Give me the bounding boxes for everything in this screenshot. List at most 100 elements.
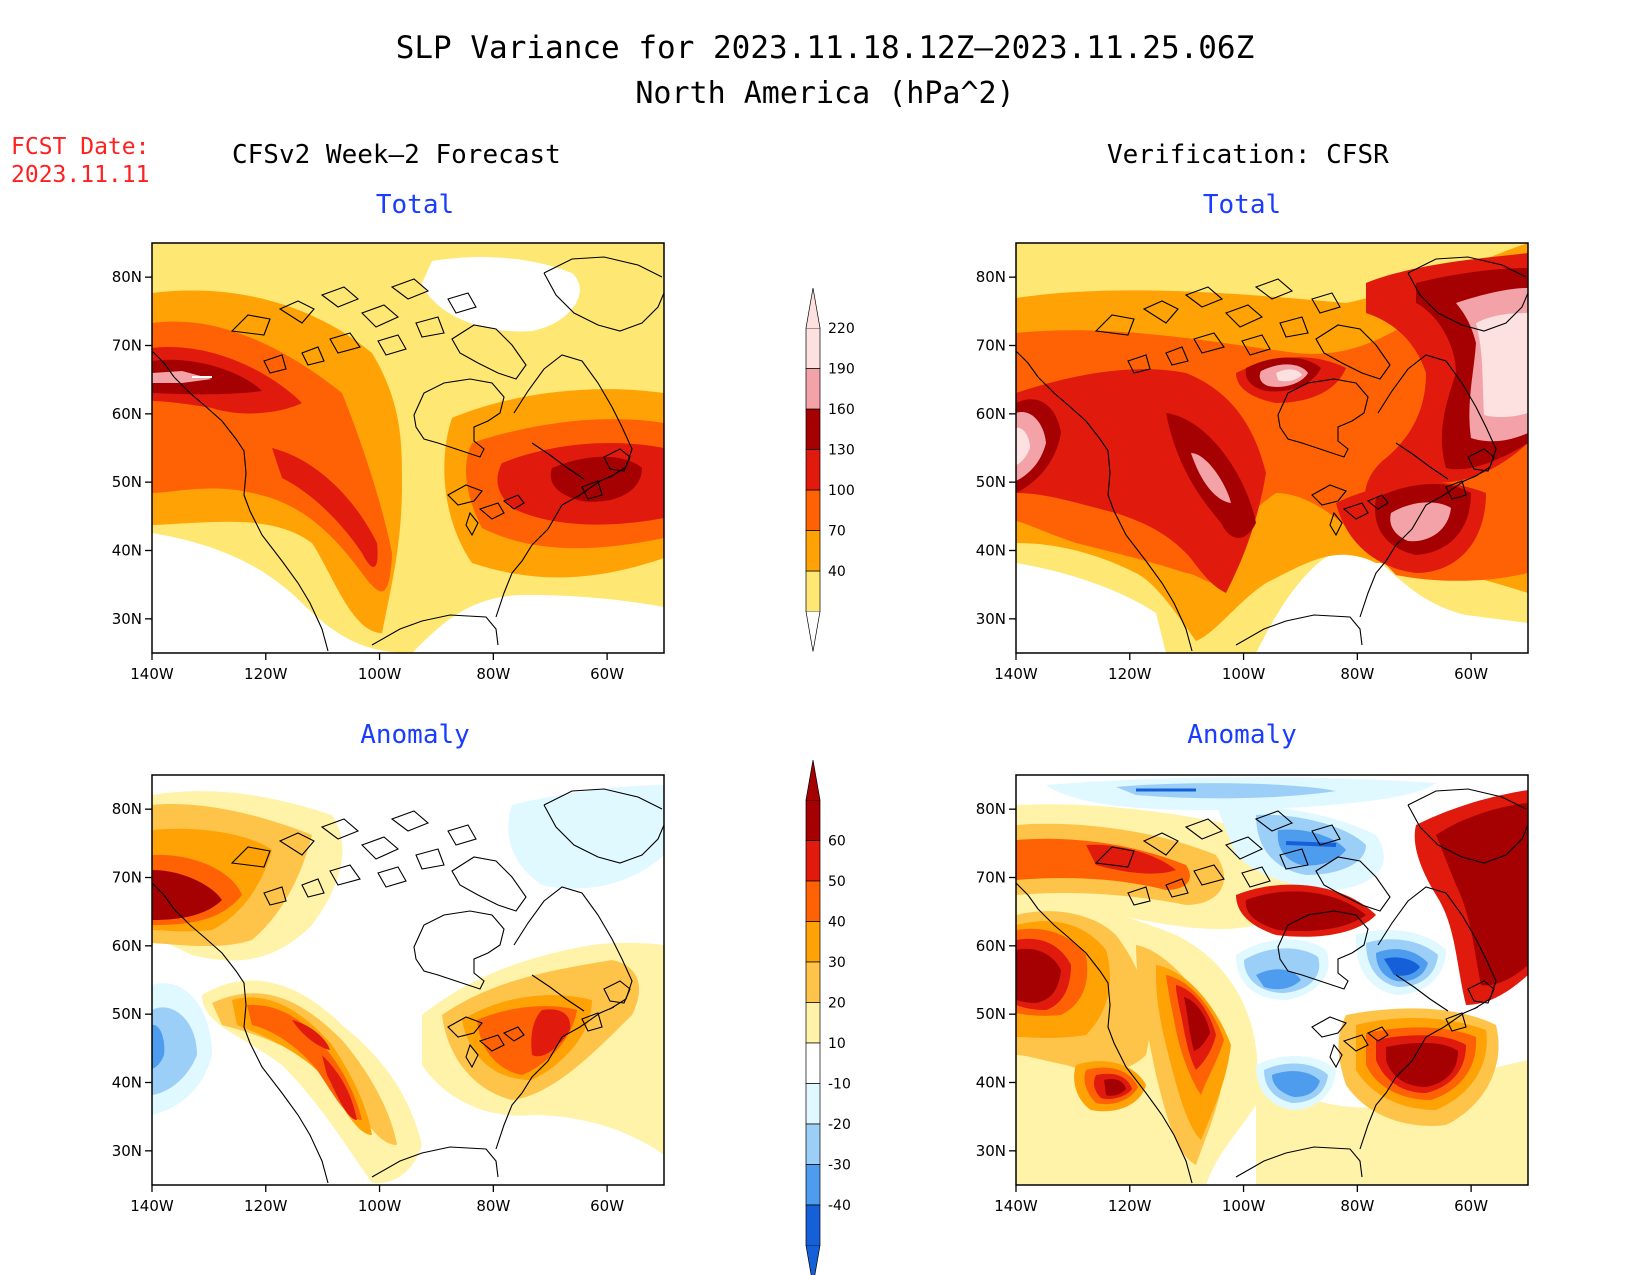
lat-label: 50N (976, 473, 1006, 491)
lat-label: 60N (976, 405, 1006, 423)
colorbar-total-label: 70 (828, 524, 846, 540)
panel-fc-anomaly-title: Anomaly (360, 720, 470, 750)
main-title: SLP Variance for 2023.11.18.12Z–2023.11.… (395, 30, 1255, 66)
lon-label: 140W (994, 665, 1038, 683)
colorbar-anomaly-label: -30 (828, 1158, 851, 1174)
colorbar-total-segment (805, 408, 821, 450)
lon-label: 120W (244, 1197, 288, 1215)
colorbar-total-segment (805, 449, 821, 491)
colorbar-anomaly-label: 10 (828, 1036, 846, 1052)
lon-label: 80W (476, 1197, 510, 1215)
colorbar-anomaly-segment (805, 1083, 821, 1125)
lon-label: 100W (1222, 665, 1266, 683)
panel-ver-anomaly-title: Anomaly (1187, 720, 1297, 750)
colorbar-total-label: 220 (828, 321, 855, 337)
colorbar-total-segment (805, 530, 821, 572)
colorbar-total-segment (805, 327, 821, 369)
lon-label: 60W (1454, 1197, 1488, 1215)
lon-label: 100W (1222, 1197, 1266, 1215)
lon-label: 100W (358, 1197, 402, 1215)
panel-fc-anomaly-axes: 140W 120W 100W 80W 60W 30N 40N 50N 60N 70N 80N (112, 800, 625, 1215)
forecast-column-title: CFSv2 Week–2 Forecast (232, 140, 561, 170)
lat-label: 50N (112, 473, 142, 491)
colorbar-anomaly-bottom-arrow (805, 1245, 821, 1275)
panel-fc-total: 140W 120W 100W 80W 60W 30N 40N 50N 60N 70N 80N (112, 242, 665, 683)
colorbar-total-bottom-arrow (805, 611, 821, 652)
lat-label: 80N (976, 268, 1006, 286)
panel-ver-total-axes: 140W 120W 100W 80W 60W 30N 40N 50N 60N 70N 80N (976, 268, 1489, 683)
lon-label: 60W (1454, 665, 1488, 683)
lat-label: 40N (976, 542, 1006, 560)
colorbar-anomaly-label: 30 (828, 955, 846, 971)
lat-label: 40N (112, 542, 142, 560)
colorbar-total-segment (805, 570, 821, 612)
panel-ver-total-title: Total (1202, 190, 1282, 220)
colorbar-anomaly-top-arrow (805, 759, 821, 801)
lon-label: 60W (590, 1197, 624, 1215)
lat-label: 70N (112, 337, 142, 355)
lat-label: 60N (112, 937, 142, 955)
lat-label: 70N (976, 337, 1006, 355)
lat-label: 80N (112, 800, 142, 818)
panel-fc-total-title: Total (375, 190, 455, 220)
lon-label: 120W (1108, 1197, 1152, 1215)
colorbar-total: 40 70 100 130 160 190 220 (805, 287, 855, 652)
colorbar-anomaly-segment (805, 1042, 821, 1084)
colorbar-anomaly-segment (805, 1204, 821, 1246)
colorbar-anomaly-segment (805, 840, 821, 882)
lon-label: 120W (1108, 665, 1152, 683)
panel-ver-total: 140W 120W 100W 80W 60W 30N 40N 50N 60N 70N 80N (976, 242, 1529, 683)
lon-label: 80W (476, 665, 510, 683)
panel-ver-anomaly: 140W 120W 100W 80W 60W 30N 40N 50N 60N 70N 80N (976, 774, 1529, 1215)
lat-label: 30N (976, 610, 1006, 628)
panel-fc-anomaly: 140W 120W 100W 80W 60W 30N 40N 50N 60N 70N 80N (112, 774, 665, 1215)
colorbar-anomaly-segment (805, 1002, 821, 1044)
colorbar-total-label: 190 (828, 362, 855, 378)
colorbar-anomaly-segment (805, 921, 821, 963)
lon-label: 100W (358, 665, 402, 683)
verification-column-title: Verification: CFSR (1107, 140, 1389, 170)
colorbar-total-segment (805, 489, 821, 531)
lon-label: 80W (1340, 1197, 1374, 1215)
colorbar-anomaly-label: 40 (828, 915, 846, 931)
lon-label: 60W (590, 665, 624, 683)
lat-label: 80N (112, 268, 142, 286)
lat-label: 70N (976, 869, 1006, 887)
panel-fc-total-axes: 140W 120W 100W 80W 60W 30N 40N 50N 60N 70N 80N (112, 268, 625, 683)
colorbar-total-label: 130 (828, 443, 855, 459)
lon-label: 120W (244, 665, 288, 683)
colorbar-anomaly-label: 50 (828, 874, 846, 890)
colorbar-anomaly: 60 50 40 30 20 10 -10 -20 -30 -40 (805, 759, 851, 1275)
lon-label: 140W (130, 665, 174, 683)
colorbar-total-label: 160 (828, 402, 855, 418)
colorbar-total-label: 40 (828, 564, 846, 580)
lon-label: 140W (994, 1197, 1038, 1215)
colorbar-anomaly-label: -40 (828, 1198, 851, 1214)
colorbar-total-segment (805, 368, 821, 410)
lat-label: 60N (112, 405, 142, 423)
colorbar-total-label: 100 (828, 483, 855, 499)
lat-label: 60N (976, 937, 1006, 955)
colorbar-anomaly-segment (805, 799, 821, 841)
colorbar-anomaly-label: -20 (828, 1117, 851, 1133)
colorbar-anomaly-segment (805, 1123, 821, 1165)
colorbar-anomaly-label: -10 (828, 1077, 851, 1093)
lat-label: 30N (976, 1142, 1006, 1160)
colorbar-anomaly-segment (805, 961, 821, 1003)
colorbar-anomaly-label: 20 (828, 996, 846, 1012)
colorbar-anomaly-segment (805, 1164, 821, 1206)
colorbar-anomaly-label: 60 (828, 834, 846, 850)
panel-ver-anomaly-axes: 140W 120W 100W 80W 60W 30N 40N 50N 60N 70N 80N (976, 800, 1489, 1215)
lat-label: 50N (112, 1005, 142, 1023)
lon-label: 80W (1340, 665, 1374, 683)
fcst-date-value: 2023.11.11 (11, 162, 150, 188)
lon-label: 140W (130, 1197, 174, 1215)
lat-label: 30N (112, 1142, 142, 1160)
lat-label: 30N (112, 610, 142, 628)
main-subtitle: North America (hPa^2) (635, 76, 1015, 111)
fcst-date-label: FCST Date: (11, 134, 150, 160)
lat-label: 50N (976, 1005, 1006, 1023)
lat-label: 80N (976, 800, 1006, 818)
colorbar-anomaly-segment (805, 880, 821, 922)
